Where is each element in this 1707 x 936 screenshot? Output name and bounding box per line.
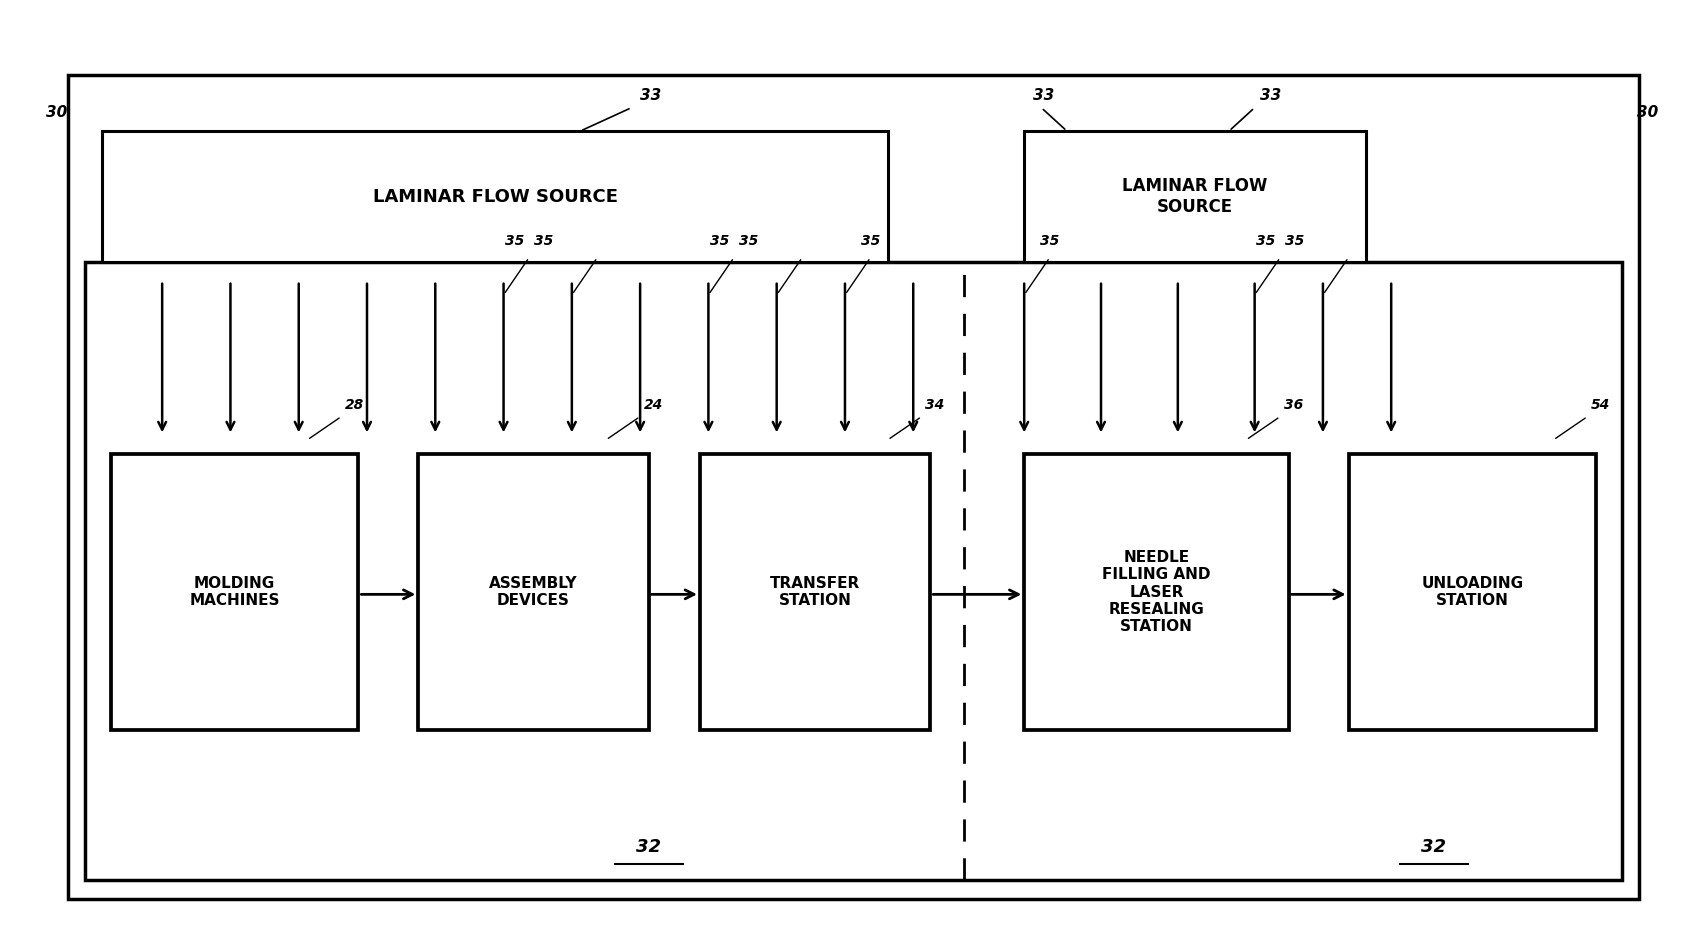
Bar: [68, 75, 1639, 899]
Bar: [418, 454, 649, 730]
Text: 35: 35: [1040, 234, 1060, 248]
Text: NEEDLE
FILLING AND
LASER
RESEALING
STATION: NEEDLE FILLING AND LASER RESEALING STATI…: [1103, 549, 1210, 635]
Text: 33: 33: [1260, 88, 1280, 103]
Text: 28: 28: [345, 398, 364, 412]
Bar: [111, 454, 358, 730]
Text: 30: 30: [1637, 105, 1657, 120]
Bar: [1024, 454, 1289, 730]
Text: TRANSFER
STATION: TRANSFER STATION: [770, 576, 860, 608]
Text: UNLOADING
STATION: UNLOADING STATION: [1422, 576, 1523, 608]
Bar: [102, 131, 888, 262]
Bar: [1349, 454, 1596, 730]
Bar: [1024, 131, 1366, 262]
Text: 54: 54: [1591, 398, 1610, 412]
Text: 30: 30: [46, 105, 67, 120]
Text: LAMINAR FLOW
SOURCE: LAMINAR FLOW SOURCE: [1121, 177, 1268, 216]
Text: 36: 36: [1284, 398, 1302, 412]
Text: 35  35: 35 35: [710, 234, 758, 248]
Text: LAMINAR FLOW SOURCE: LAMINAR FLOW SOURCE: [372, 187, 618, 206]
Text: 35: 35: [860, 234, 881, 248]
Text: 34: 34: [925, 398, 944, 412]
Text: 24: 24: [644, 398, 662, 412]
Text: 33: 33: [640, 88, 661, 103]
Text: ASSEMBLY
DEVICES: ASSEMBLY DEVICES: [490, 576, 577, 608]
Bar: [700, 454, 930, 730]
Text: 35  35: 35 35: [505, 234, 553, 248]
Bar: [85, 262, 1622, 880]
Text: 32: 32: [1422, 838, 1446, 856]
Text: MOLDING
MACHINES: MOLDING MACHINES: [189, 576, 280, 608]
Text: 35  35: 35 35: [1256, 234, 1304, 248]
Text: 33: 33: [1033, 88, 1053, 103]
Text: 32: 32: [637, 838, 661, 856]
